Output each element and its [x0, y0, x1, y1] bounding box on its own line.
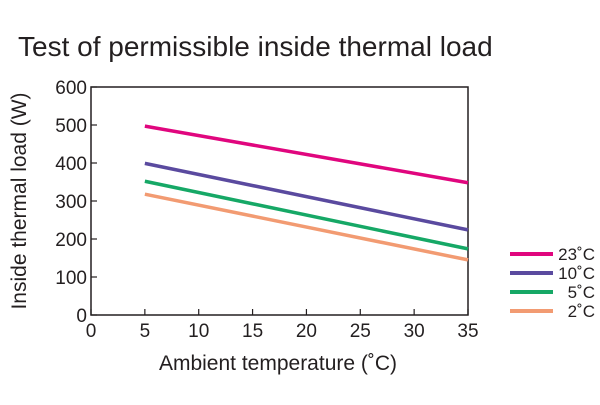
y-tick-label: 300	[55, 192, 87, 213]
series-line	[144, 192, 469, 262]
y-tick-label: 600	[55, 78, 87, 99]
x-tick-label: 15	[242, 321, 263, 342]
y-tick-label: 100	[55, 268, 87, 289]
legend-label: 5˚C	[568, 283, 595, 302]
x-tick-label: 25	[350, 321, 371, 342]
legend: 23˚C10˚C5˚C2˚C	[510, 245, 595, 321]
x-tick-label: 10	[188, 321, 209, 342]
legend-label: 2˚C	[568, 302, 595, 321]
legend-label: 23˚C	[558, 245, 595, 264]
chart-title: Test of permissible inside thermal load	[18, 31, 493, 62]
x-tick-label: 30	[404, 321, 425, 342]
legend-label: 10˚C	[558, 264, 595, 283]
x-tick-label: 35	[457, 321, 478, 342]
x-tick-label: 0	[86, 321, 97, 342]
x-axis-label: Ambient temperature (˚C)	[159, 352, 397, 375]
y-axis-ticks: 0 100 200 300 400 500 600	[55, 78, 97, 327]
series-line	[144, 124, 469, 185]
series-line	[144, 161, 469, 232]
series-line	[144, 179, 469, 251]
y-tick-label: 0	[76, 306, 87, 327]
x-tick-label: 5	[140, 321, 151, 342]
y-axis-label: Inside thermal load (W)	[8, 92, 31, 309]
plot-frame	[90, 86, 469, 316]
y-tick-label: 200	[55, 230, 87, 251]
y-tick-label: 500	[55, 116, 87, 137]
y-tick-label: 400	[55, 154, 87, 175]
series-lines	[144, 124, 469, 262]
x-tick-label: 20	[296, 321, 317, 342]
x-axis-ticks: 0 5 10 15 20 25 30 35	[86, 309, 479, 342]
